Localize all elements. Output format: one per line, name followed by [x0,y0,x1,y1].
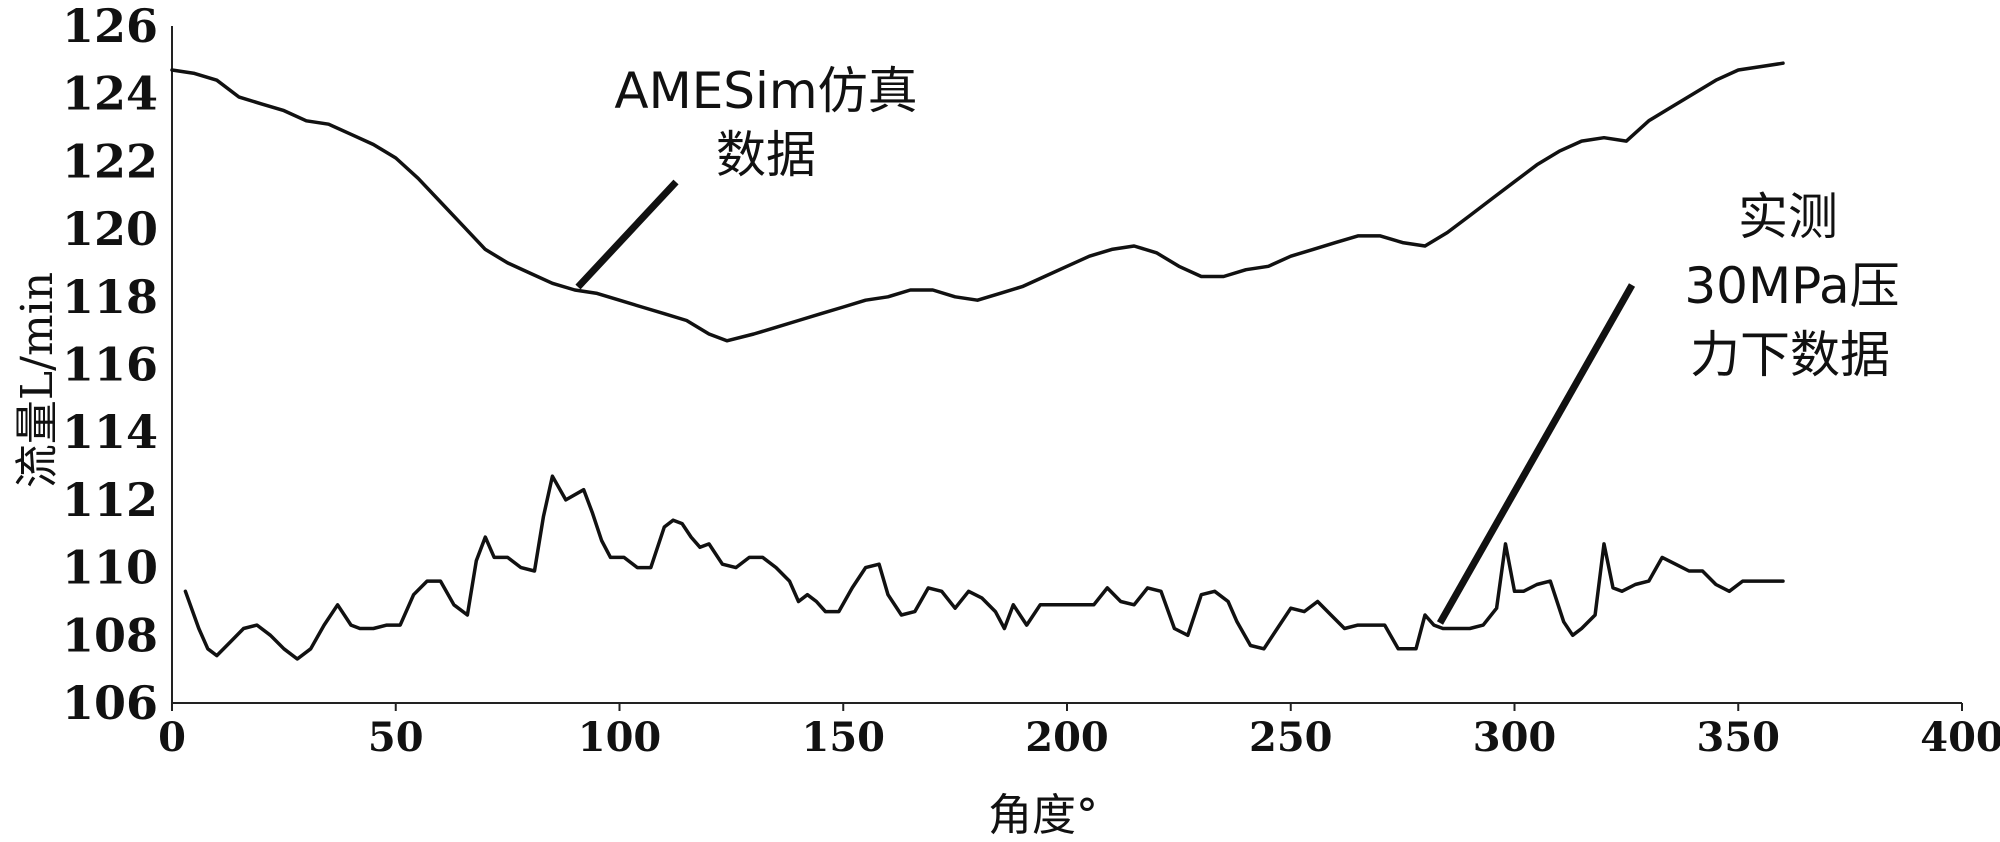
x-tick-label: 150 [802,714,886,761]
series-lines [170,61,1785,661]
x-tick-label: 50 [368,714,424,761]
x-tick-label: 200 [1025,714,1109,761]
x-tick-label: 0 [158,714,186,761]
annotation-measured-line: 力下数据 [1690,326,1890,384]
y-axis-label: 流量L/min [12,272,63,488]
annotation-simulation-line: 数据 [716,126,816,184]
y-tick-label: 126 [62,0,158,53]
y-tick-label: 110 [62,541,158,595]
series-line-2 [183,474,1785,661]
y-tick-label: 124 [62,67,158,121]
annotation-simulation-line: AMESim仿真 [614,62,917,120]
x-tick-label: 100 [578,714,662,761]
series-line-1 [170,61,1785,343]
y-tick-label: 118 [62,270,158,324]
y-tick-label: 114 [62,405,158,459]
annotation-measured-line: 实测 [1738,188,1838,246]
annotation-leader-1 [575,179,679,290]
x-axis-label: 角度° [988,790,1098,841]
y-tick-label: 112 [62,473,158,527]
annotation-measured-line: 30MPa压 [1684,257,1899,315]
tick-labels: 0 50 100 150 200 250 300 350 400 106 108 110 112 114 1… [62,0,2000,761]
y-tick-label: 122 [62,134,158,188]
y-tick-label: 120 [62,202,158,256]
y-tick-label: 116 [62,338,158,392]
x-tick-label: 400 [1920,714,2000,761]
y-tick-label: 106 [62,676,158,730]
x-tick-label: 250 [1249,714,1333,761]
y-tick-label: 108 [62,608,158,662]
x-tick-label: 350 [1697,714,1781,761]
annotation-leader-2 [1436,283,1636,625]
x-tick-label: 300 [1473,714,1557,761]
